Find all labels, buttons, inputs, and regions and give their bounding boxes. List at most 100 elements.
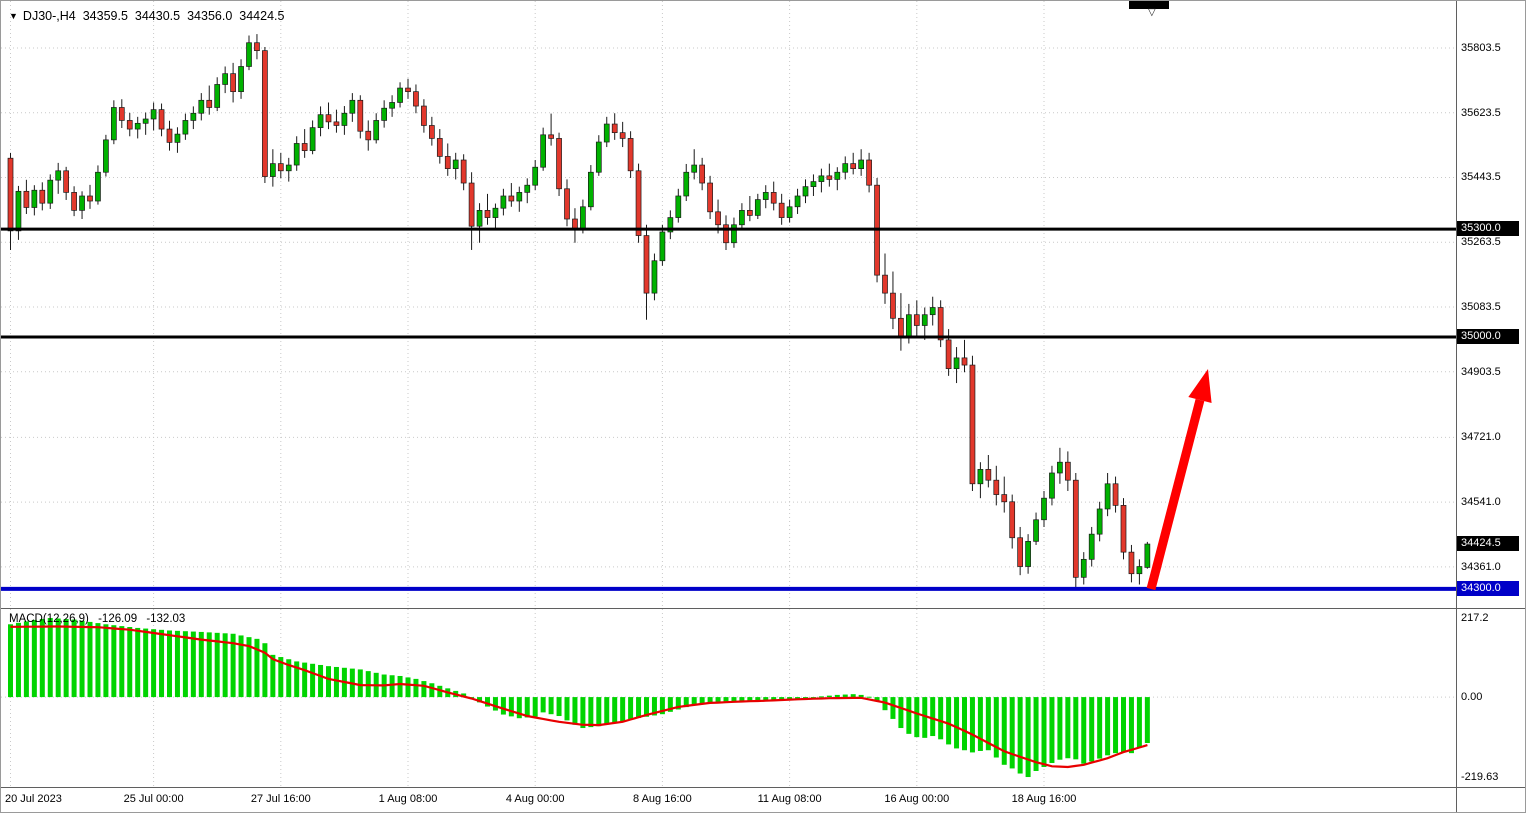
- bullish-candle: [341, 112, 348, 126]
- macd-name: MACD(12,26,9): [9, 613, 89, 625]
- bearish-candle: [436, 138, 443, 157]
- macd-histogram-bar: [580, 697, 586, 729]
- bearish-candle: [254, 42, 260, 51]
- bullish-candle: [349, 99, 356, 114]
- bullish-candle: [1041, 497, 1047, 521]
- macd-histogram-bar: [246, 637, 252, 698]
- time-axis[interactable]: 20 Jul 2023 25 Jul 00:00 27 Jul 16:00 1 Aug…: [1, 788, 1525, 812]
- time-axis-label: 1 Aug 08:00: [378, 793, 438, 805]
- chart-menu-triangle-icon[interactable]: ▼: [9, 11, 18, 21]
- bullish-candle: [47, 179, 54, 204]
- price-axis-label: 35803.5: [1461, 41, 1501, 54]
- macd-histogram-bar: [699, 697, 705, 704]
- macd-histogram-bar: [731, 697, 737, 702]
- macd-histogram-bar: [143, 628, 149, 698]
- price-axis[interactable]: 35803.5 35623.5 35443.5 35263.5 35083.5 34903…: [1457, 1, 1525, 812]
- macd-histogram-bar: [1025, 697, 1031, 778]
- macd-histogram-bar: [55, 618, 61, 698]
- macd-signal-value: -132.03: [146, 613, 186, 625]
- bearish-candle: [993, 479, 1000, 495]
- macd-axis-label: 217.2: [1461, 612, 1489, 625]
- macd-histogram-bar: [15, 622, 21, 698]
- macd-histogram-bar: [803, 697, 808, 699]
- bearish-candle: [564, 188, 570, 220]
- bearish-candle: [39, 189, 46, 204]
- candlestick-chart[interactable]: [1, 1, 1456, 607]
- macd-histogram-bar: [1097, 697, 1103, 759]
- macd-histogram-bar: [572, 697, 578, 725]
- bearish-candle: [357, 99, 364, 132]
- bearish-candle: [126, 120, 133, 130]
- macd-histogram-bar: [540, 697, 546, 713]
- scrollbar-thumb[interactable]: [1129, 1, 1169, 9]
- macd-histogram-bar: [23, 621, 29, 698]
- price-axis-divider: [1456, 1, 1457, 812]
- macd-histogram-bar: [636, 697, 642, 719]
- price-chart-area[interactable]: ▼ DJ30-,H4 34359.5 34430.5 34356.0 34424…: [1, 1, 1456, 607]
- bearish-candle: [643, 235, 650, 294]
- price-axis-label: 34361.0: [1461, 560, 1501, 573]
- macd-histogram-bar: [47, 618, 53, 698]
- bearish-candle: [421, 105, 427, 126]
- bullish-candle: [110, 107, 117, 141]
- bullish-candle: [540, 134, 547, 168]
- bullish-candle: [603, 123, 610, 143]
- bearish-candle: [866, 159, 872, 186]
- price-axis-label: 35263.5: [1461, 236, 1501, 249]
- macd-histogram-bar: [206, 632, 212, 698]
- bearish-candle: [1072, 479, 1079, 578]
- macd-histogram-bar: [357, 669, 363, 698]
- symbol-timeframe-label: DJ30-,H4: [22, 9, 76, 23]
- macd-histogram-bar: [95, 623, 101, 698]
- macd-axis-label: -219.63: [1461, 771, 1499, 784]
- macd-panel[interactable]: MACD(12,26,9) -126.09 -132.03: [1, 609, 1456, 787]
- macd-histogram-bar: [31, 619, 37, 698]
- macd-histogram-bar: [230, 633, 236, 698]
- bullish-arrow-shaft[interactable]: [1146, 398, 1205, 591]
- macd-histogram-bar: [1049, 697, 1055, 763]
- bullish-candle: [476, 210, 483, 227]
- close-value: 34424.5: [239, 9, 285, 23]
- bearish-candle: [945, 339, 952, 370]
- chart-shift-icon[interactable]: ▽: [1148, 7, 1156, 18]
- bearish-candle: [969, 364, 976, 485]
- bearish-candle: [484, 210, 491, 218]
- bearish-candle: [7, 157, 14, 232]
- macd-histogram-bar: [826, 695, 832, 698]
- macd-histogram-bar: [63, 619, 69, 698]
- macd-histogram-bar: [675, 697, 681, 710]
- bullish-candle: [31, 189, 38, 208]
- bullish-candle: [762, 192, 769, 200]
- current-price-badge: 34424.5: [1457, 536, 1519, 552]
- bullish-candle: [142, 118, 149, 124]
- time-axis-label: 25 Jul 00:00: [123, 793, 184, 805]
- bullish-candle: [905, 314, 912, 337]
- panel-divider[interactable]: [1, 608, 1525, 609]
- macd-histogram-bar: [326, 666, 331, 698]
- bearish-candle: [71, 192, 77, 211]
- hline-price-badge: 35000.0: [1457, 329, 1519, 344]
- macd-indicator-chart[interactable]: [1, 609, 1456, 787]
- macd-histogram-bar: [397, 675, 403, 698]
- bullish-candle: [953, 357, 960, 370]
- macd-histogram-bar: [508, 697, 514, 717]
- bearish-candle: [890, 292, 896, 319]
- price-axis-label: 34903.5: [1461, 365, 1501, 378]
- macd-histogram-bar: [914, 697, 920, 738]
- bearish-candle: [444, 156, 451, 169]
- bullish-candle: [103, 139, 109, 173]
- bearish-candle: [413, 91, 419, 107]
- macd-histogram-bar: [532, 697, 538, 717]
- bullish-candle: [524, 184, 531, 193]
- open-value: 34359.5: [82, 9, 128, 23]
- bullish-candle: [381, 107, 387, 121]
- time-axis-label: 18 Aug 16:00: [1011, 793, 1077, 805]
- macd-histogram-bar: [238, 635, 244, 698]
- macd-histogram-bar: [834, 694, 840, 698]
- bearish-candle: [166, 128, 173, 143]
- bullish-candle: [1144, 543, 1151, 568]
- bullish-arrow-head[interactable]: [1188, 369, 1212, 403]
- bearish-candle: [770, 192, 777, 204]
- macd-histogram-bar: [596, 697, 602, 727]
- macd-histogram-bar: [270, 654, 276, 698]
